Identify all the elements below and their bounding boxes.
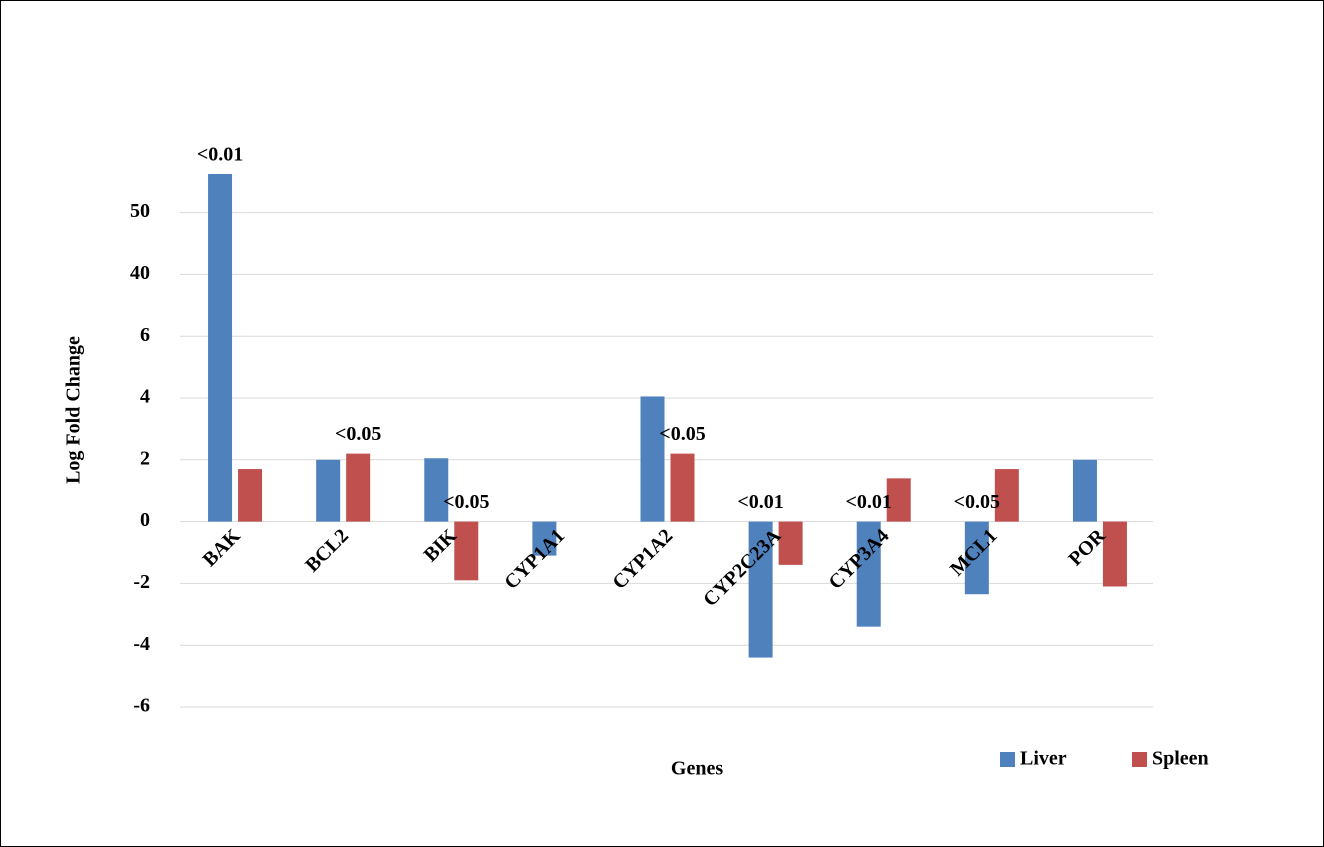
annotation: <0.01 [737,491,783,513]
y-tick-label: 0 [140,509,150,531]
bar [778,521,803,565]
y-tick-label: 40 [130,262,150,284]
bar [238,469,263,522]
y-tick-label: 50 [130,200,150,222]
y-axis-title: Log Fold Change [63,336,85,484]
bar [748,521,773,658]
bar [454,521,479,581]
y-tick-label: -4 [133,633,150,655]
annotation: <0.01 [846,491,892,513]
legend-swatch [1000,752,1015,767]
bar [670,453,695,522]
legend-label: Liver [1020,748,1067,770]
y-tick-label: 4 [140,386,150,408]
bar [208,173,233,522]
y-tick-label: -6 [133,695,150,717]
bar [424,458,449,522]
annotation: <0.05 [659,423,705,445]
y-tick-label: 6 [140,324,150,346]
x-axis-title: Genes [671,758,723,780]
legend-label: Spleen [1152,748,1209,770]
bar [886,478,911,522]
y-tick-label: 2 [140,447,150,469]
annotation: <0.01 [197,144,243,166]
x-tick-label: BCL2 [301,525,353,577]
bar [316,459,341,522]
bar [856,521,881,627]
x-tick-label: CYP2C23A [699,524,786,611]
bar [964,521,989,595]
bar [1102,521,1127,587]
bar [640,396,665,522]
bar [1072,459,1097,522]
bar [532,521,557,556]
annotation: <0.05 [443,491,489,513]
bar [346,453,371,522]
annotation: <0.05 [954,491,1000,513]
x-tick-label: BAK [199,525,246,572]
y-tick-label: -2 [133,571,150,593]
bar [994,469,1019,522]
annotation: <0.05 [335,423,381,445]
legend-swatch [1132,752,1147,767]
